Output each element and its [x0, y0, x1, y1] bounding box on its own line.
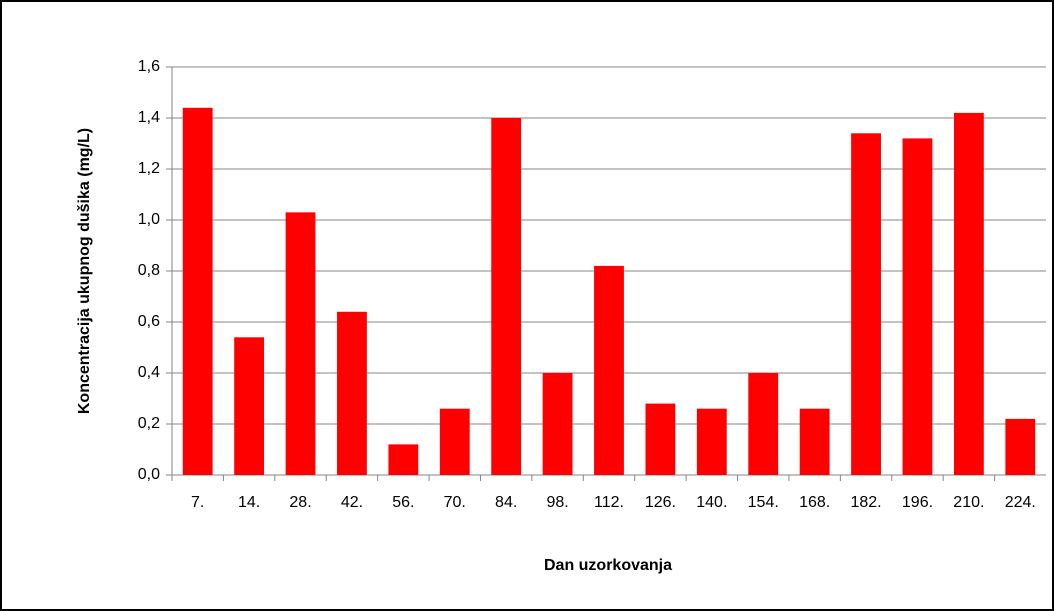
x-tick-label: 154. — [748, 494, 779, 511]
bar — [696, 408, 727, 475]
x-tick-label: 98. — [546, 494, 568, 511]
bar — [182, 107, 213, 476]
y-tick-label: 1,2 — [138, 160, 160, 177]
bar — [1005, 418, 1036, 475]
x-tick-label: 42. — [341, 494, 363, 511]
x-tick-label: 56. — [392, 494, 414, 511]
bar — [491, 118, 522, 475]
x-tick-label: 140. — [696, 494, 727, 511]
bar — [285, 212, 316, 475]
x-tick-label: 14. — [238, 494, 260, 511]
bar — [851, 133, 881, 476]
x-tick-label: 7. — [191, 494, 204, 511]
y-tick-label: 0,0 — [138, 466, 160, 483]
bar — [645, 403, 676, 475]
bar — [799, 408, 830, 475]
y-tick-label: 0,2 — [138, 415, 160, 432]
bar — [234, 337, 265, 475]
x-tick-label: 210. — [953, 494, 984, 511]
y-tick-label: 1,6 — [138, 58, 160, 75]
y-tick-label: 1,0 — [138, 211, 160, 228]
x-tick-label: 196. — [902, 494, 933, 511]
x-tick-label: 182. — [850, 494, 881, 511]
x-axis-label: Dan uzorkovanja — [544, 557, 672, 574]
x-tick-label: 28. — [289, 494, 311, 511]
x-tick-label: 84. — [495, 494, 517, 511]
bar — [542, 373, 573, 475]
y-tick-label: 0,6 — [138, 313, 160, 330]
y-tick-label: 0,4 — [138, 364, 160, 381]
y-tick-label: 0,8 — [138, 262, 160, 279]
bar — [748, 373, 779, 475]
bar — [594, 265, 624, 475]
x-tick-label: 112. — [594, 494, 624, 511]
y-axis-label: Koncentracija ukupnog dušika (mg/L) — [76, 128, 93, 414]
x-tick-label: 168. — [799, 494, 830, 511]
x-tick-label: 70. — [444, 494, 466, 511]
bar — [439, 408, 470, 475]
bar — [388, 444, 419, 475]
bar — [337, 311, 367, 475]
x-tick-label: 126. — [645, 494, 676, 511]
y-tick-label: 1,4 — [138, 109, 160, 126]
bar — [953, 112, 984, 476]
x-tick-label: 224. — [1005, 494, 1036, 511]
bar — [902, 138, 933, 475]
